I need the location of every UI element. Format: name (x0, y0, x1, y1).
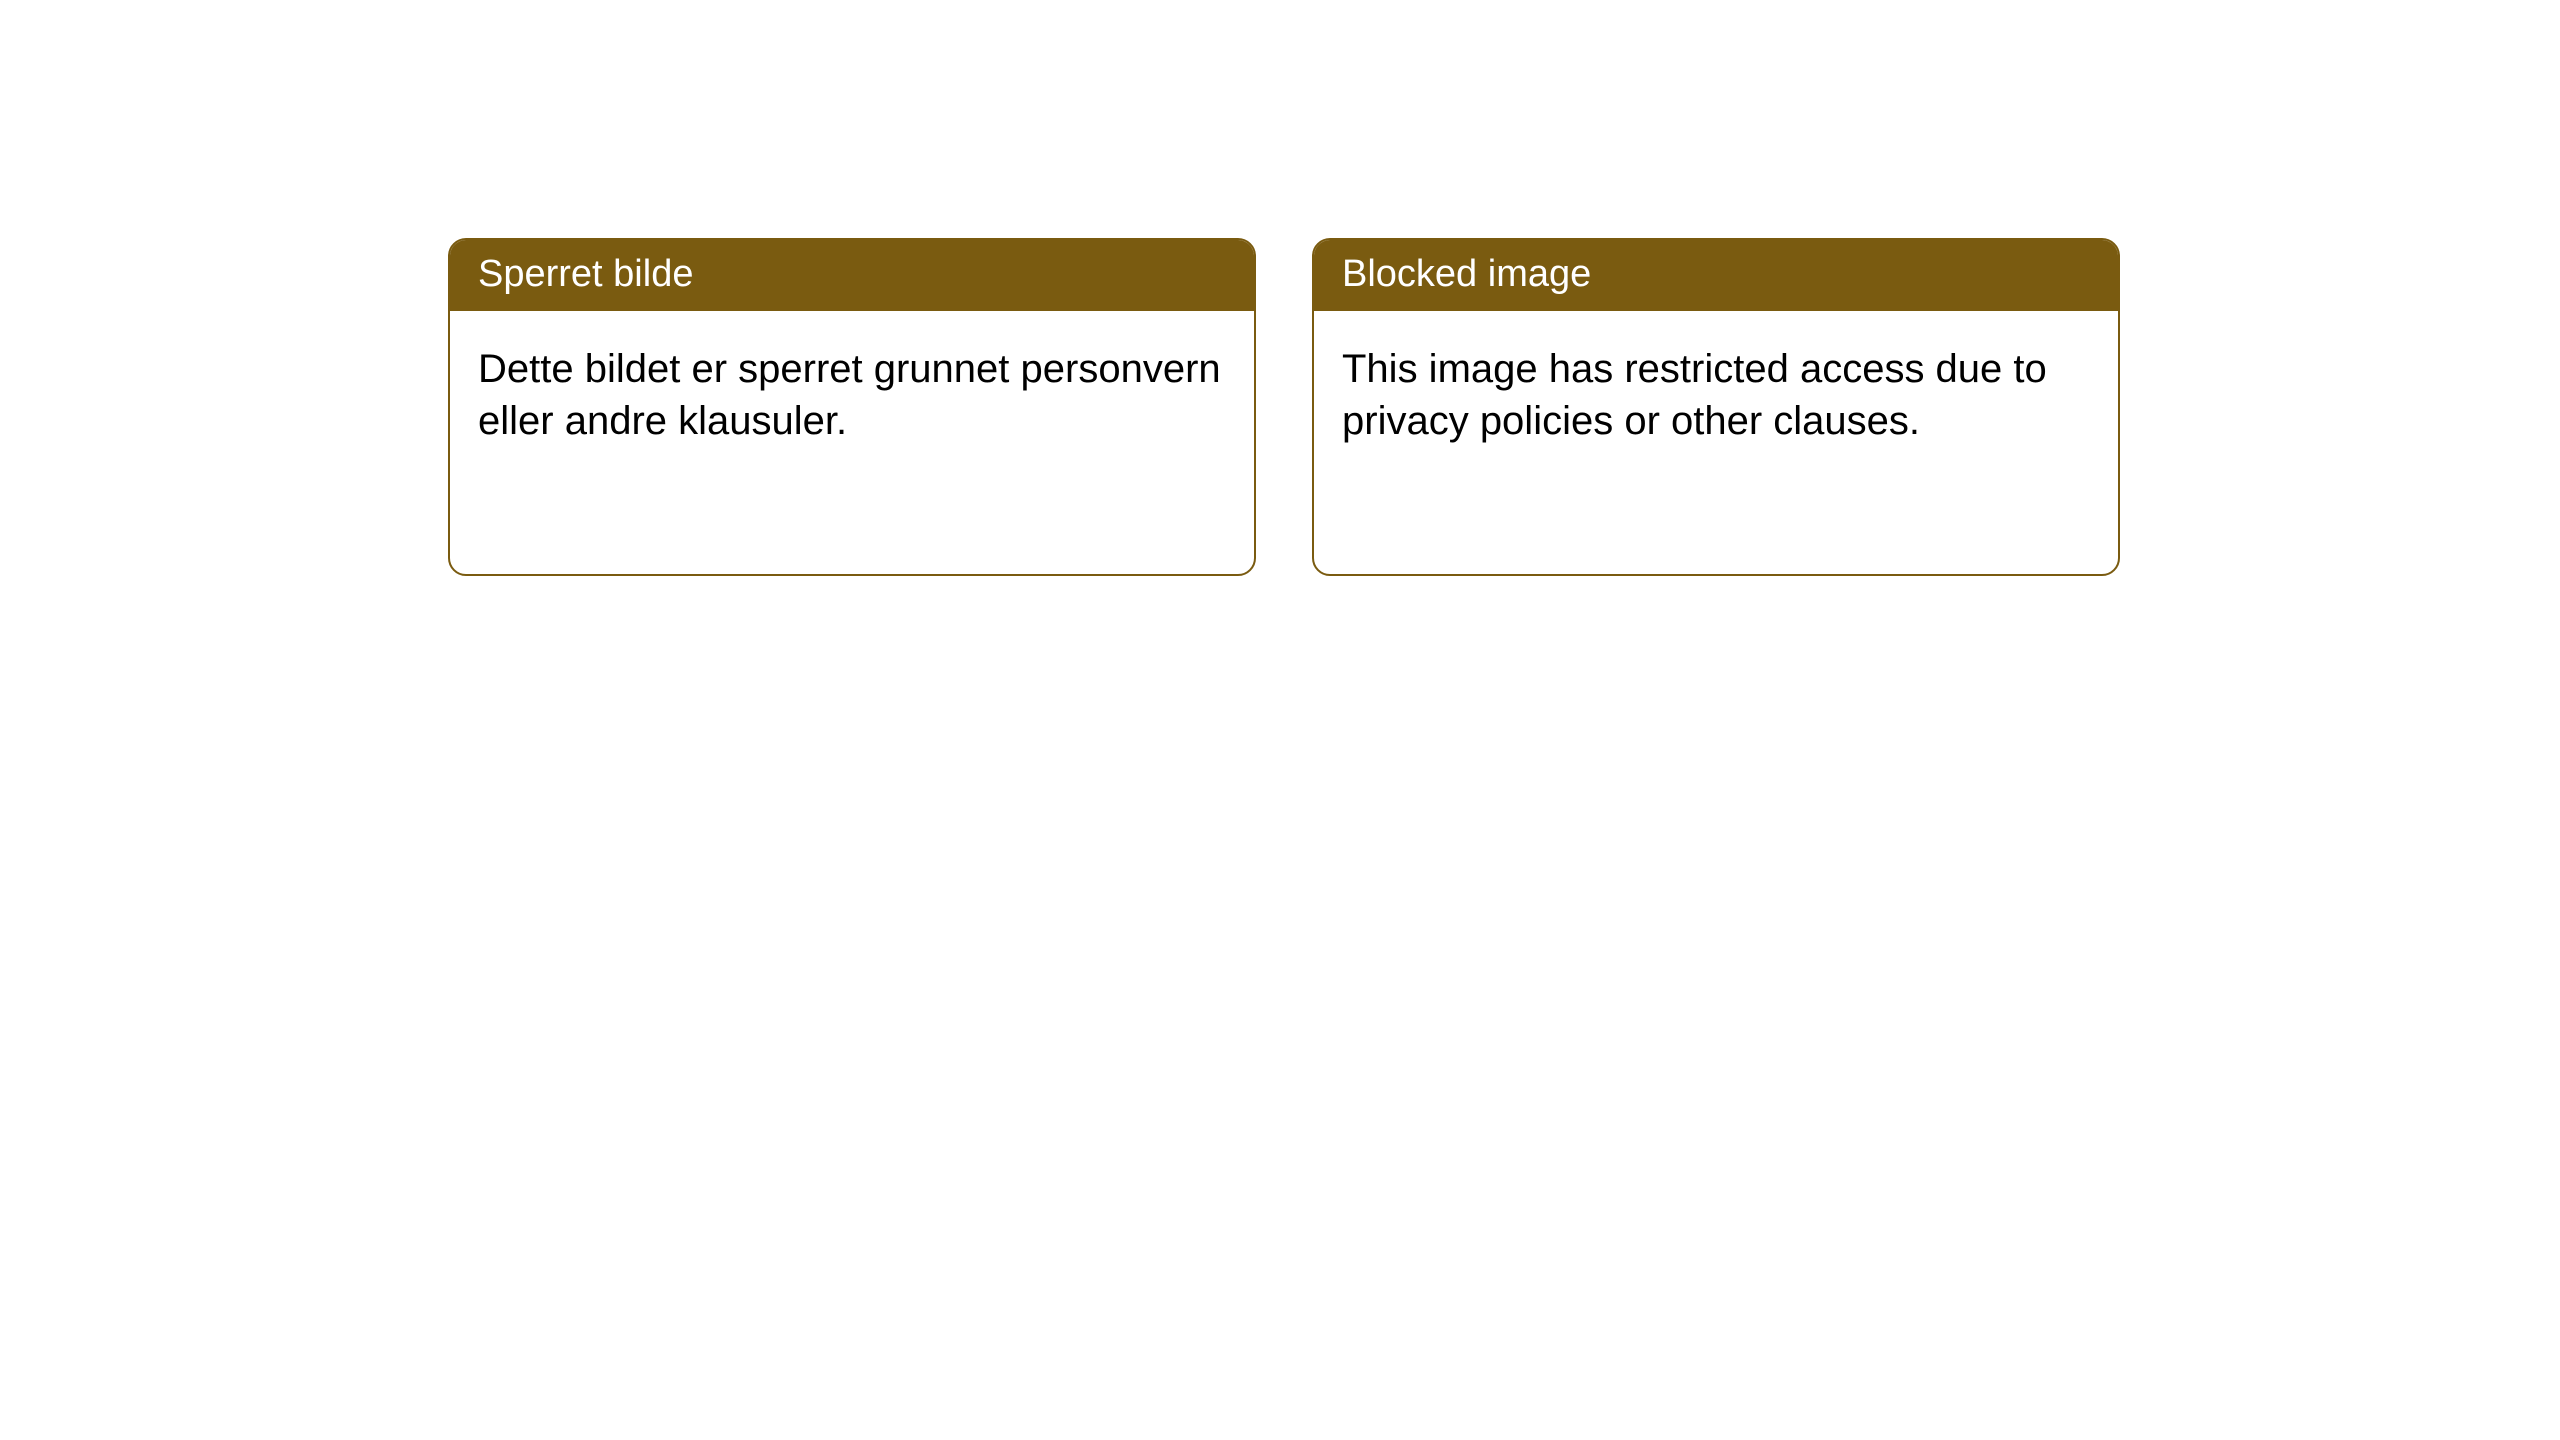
notice-card-norwegian: Sperret bilde Dette bildet er sperret gr… (448, 238, 1256, 576)
card-title: Sperret bilde (450, 240, 1254, 311)
card-body: Dette bildet er sperret grunnet personve… (450, 311, 1254, 479)
card-body: This image has restricted access due to … (1314, 311, 2118, 479)
card-title: Blocked image (1314, 240, 2118, 311)
notice-cards-container: Sperret bilde Dette bildet er sperret gr… (0, 0, 2560, 576)
notice-card-english: Blocked image This image has restricted … (1312, 238, 2120, 576)
